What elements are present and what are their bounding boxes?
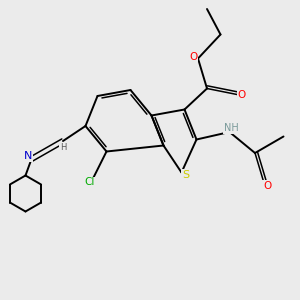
Text: NH: NH bbox=[224, 123, 238, 134]
Text: H: H bbox=[60, 143, 66, 152]
Text: O: O bbox=[263, 181, 271, 191]
Text: O: O bbox=[189, 52, 198, 62]
Text: Cl: Cl bbox=[85, 177, 95, 188]
Text: S: S bbox=[182, 170, 189, 180]
Text: O: O bbox=[237, 89, 246, 100]
Text: N: N bbox=[24, 151, 32, 161]
